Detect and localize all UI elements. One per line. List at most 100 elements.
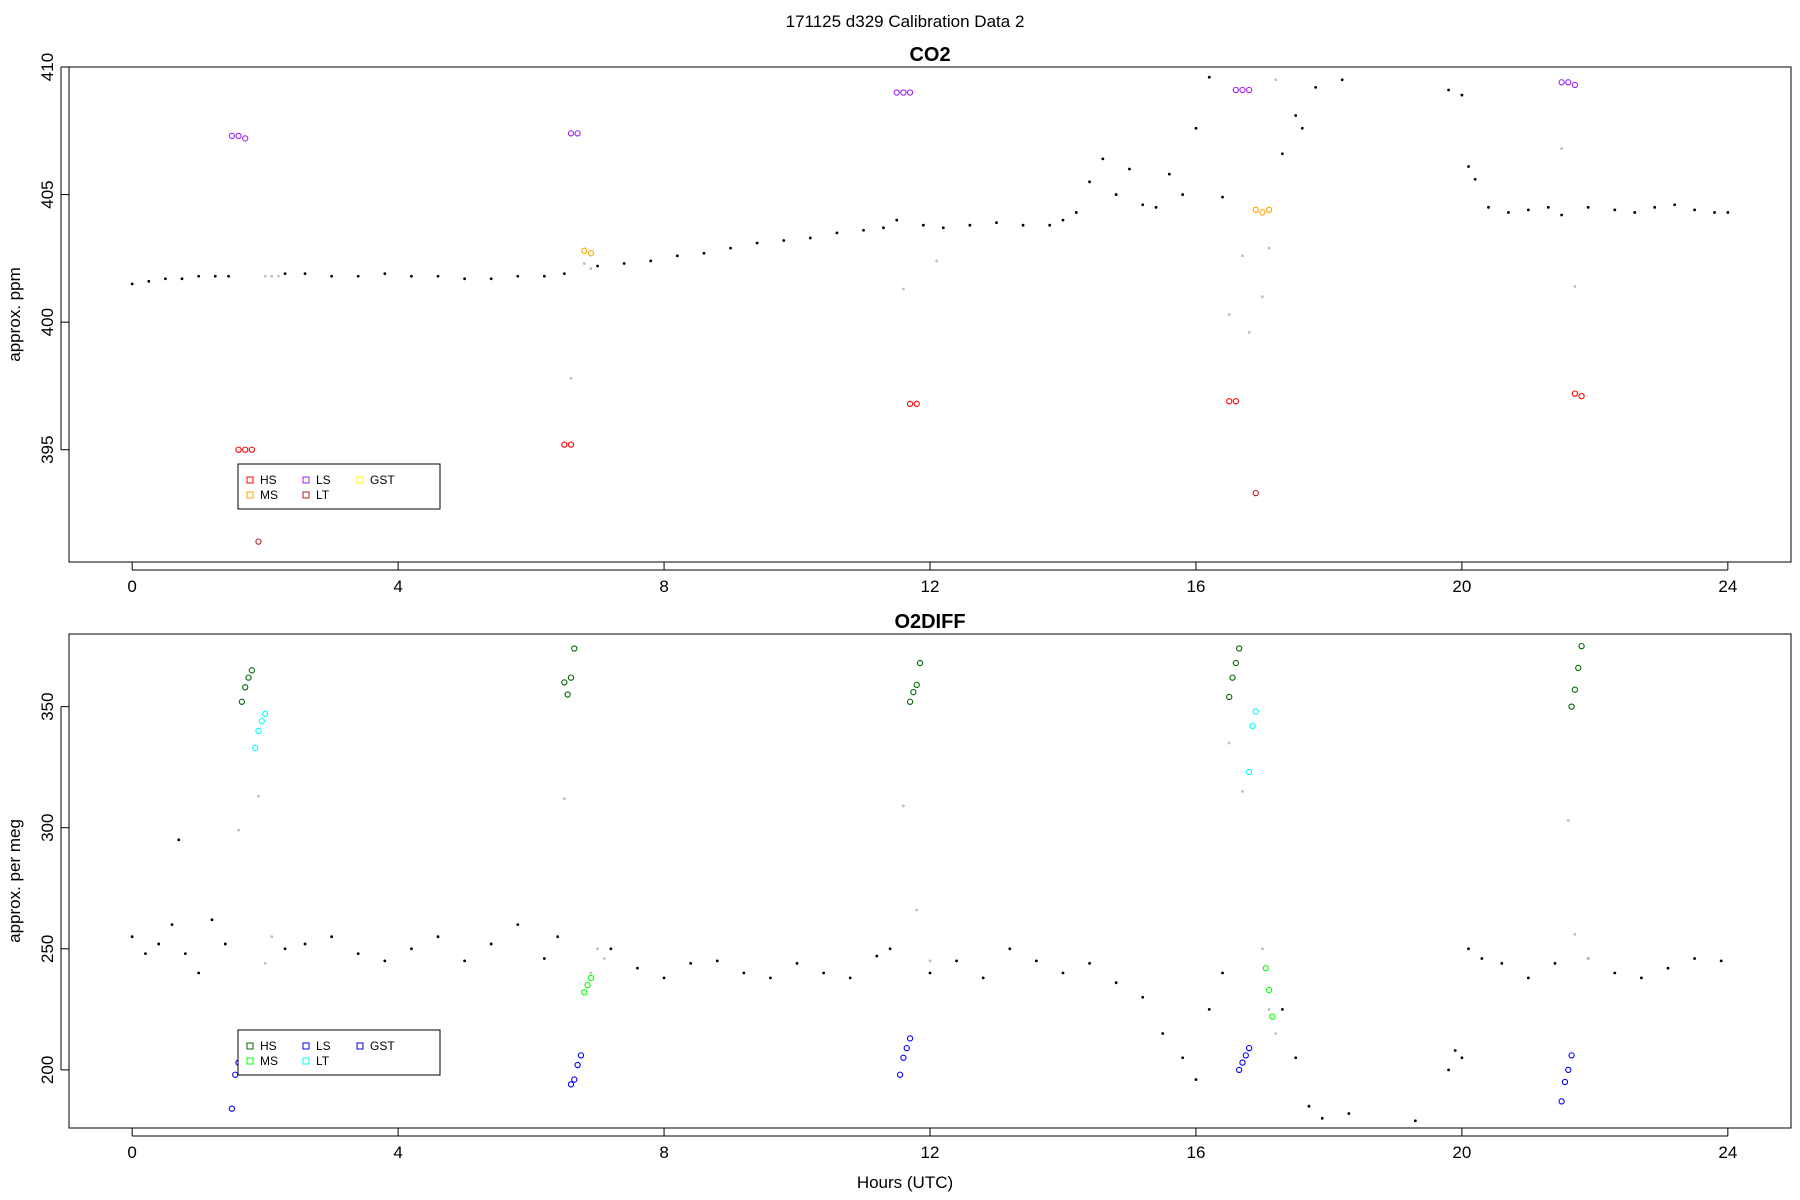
data-point	[1221, 195, 1224, 199]
data-point	[1239, 1059, 1246, 1066]
x-tick-label: 20	[1452, 1143, 1471, 1162]
data-point	[1265, 206, 1273, 214]
data-point	[562, 272, 566, 276]
data-point	[848, 976, 852, 980]
data-point	[1194, 126, 1198, 130]
data-point	[1320, 1116, 1324, 1120]
data-point	[255, 727, 262, 735]
data-point	[1560, 147, 1564, 151]
data-point	[689, 961, 693, 965]
panel-title: O2DIFF	[894, 611, 965, 633]
y-tick-label: 250	[38, 935, 57, 963]
data-point	[875, 954, 879, 958]
data-point	[1713, 211, 1716, 214]
data-point	[1008, 947, 1012, 951]
data-point	[1565, 1066, 1572, 1074]
data-point	[574, 1061, 581, 1069]
data-point	[906, 400, 914, 407]
series-baseline	[130, 75, 1730, 286]
data-point	[577, 1052, 585, 1059]
data-point	[928, 971, 932, 975]
legend-label-gst: GST	[370, 473, 395, 487]
data-point	[1507, 211, 1510, 214]
x-tick-label: 8	[659, 577, 668, 596]
data-point	[1274, 78, 1278, 82]
co2-panel: CO2 approx. ppm 0 4 8 12 16 20 24 395 400 405 410 HSM…	[5, 44, 1792, 596]
data-point	[596, 947, 599, 951]
data-point	[1194, 1078, 1198, 1081]
data-point	[436, 274, 440, 278]
data-point	[561, 679, 568, 686]
data-point	[1294, 114, 1298, 117]
data-point	[584, 981, 591, 989]
figure-title: 171125 d329 Calibration Data 2	[786, 12, 1025, 31]
data-point	[1573, 285, 1577, 288]
x-tick-label: 4	[393, 577, 402, 596]
data-point	[263, 961, 267, 965]
series-ms	[581, 206, 1273, 257]
data-point	[270, 274, 274, 278]
data-point	[1467, 165, 1470, 168]
data-point	[238, 698, 246, 705]
data-point	[1571, 81, 1579, 89]
legend-box	[237, 463, 441, 510]
data-point	[1232, 659, 1239, 667]
data-point	[622, 262, 626, 265]
x-tick-label: 12	[921, 1143, 940, 1162]
x-tick-label: 12	[921, 577, 940, 596]
data-point	[1568, 703, 1575, 710]
data-point	[1252, 708, 1259, 715]
data-point	[1245, 86, 1253, 94]
data-point	[1719, 959, 1723, 963]
data-point	[1558, 1098, 1565, 1105]
data-point	[1154, 205, 1158, 209]
data-point	[410, 274, 413, 278]
data-point	[1265, 986, 1273, 994]
y-tick-label: 300	[38, 814, 57, 842]
data-point	[906, 698, 914, 705]
data-point	[1578, 392, 1585, 400]
data-point	[915, 908, 919, 912]
data-point	[283, 272, 287, 276]
data-point	[662, 976, 666, 980]
x-tick-label: 20	[1452, 577, 1471, 596]
data-point	[1167, 172, 1171, 176]
series-ls	[228, 1035, 1575, 1112]
data-point	[1261, 295, 1264, 299]
data-point	[489, 942, 493, 946]
data-point	[277, 274, 280, 278]
series-ls	[228, 79, 1579, 142]
data-point	[210, 918, 214, 922]
legend-swatch-hs	[246, 476, 254, 484]
data-point	[1261, 947, 1264, 951]
data-point	[197, 274, 201, 278]
series-transition	[263, 78, 1577, 380]
data-point	[574, 130, 581, 137]
data-point	[1578, 642, 1585, 650]
data-point	[1633, 211, 1637, 214]
data-point	[910, 688, 917, 696]
data-point	[1613, 208, 1617, 212]
data-point	[561, 441, 568, 448]
data-point	[1267, 246, 1271, 250]
data-point	[356, 952, 360, 956]
data-point	[1249, 722, 1256, 730]
x-tick-label: 24	[1718, 1143, 1737, 1162]
data-point	[1232, 398, 1239, 405]
data-point	[1347, 1112, 1351, 1115]
data-point	[542, 957, 546, 960]
data-point	[436, 935, 440, 939]
data-point	[235, 132, 242, 140]
data-point	[235, 446, 242, 453]
data-point	[1566, 819, 1570, 822]
legend-swatch-lt	[302, 1057, 310, 1065]
data-point	[895, 218, 899, 222]
y-axis-label: approx. per meg	[5, 819, 24, 943]
data-point	[1226, 398, 1233, 405]
data-point	[587, 250, 595, 257]
data-point	[1460, 1056, 1464, 1060]
data-point	[1101, 157, 1105, 161]
data-point	[356, 274, 360, 278]
legend-swatch-ms	[246, 1057, 254, 1065]
